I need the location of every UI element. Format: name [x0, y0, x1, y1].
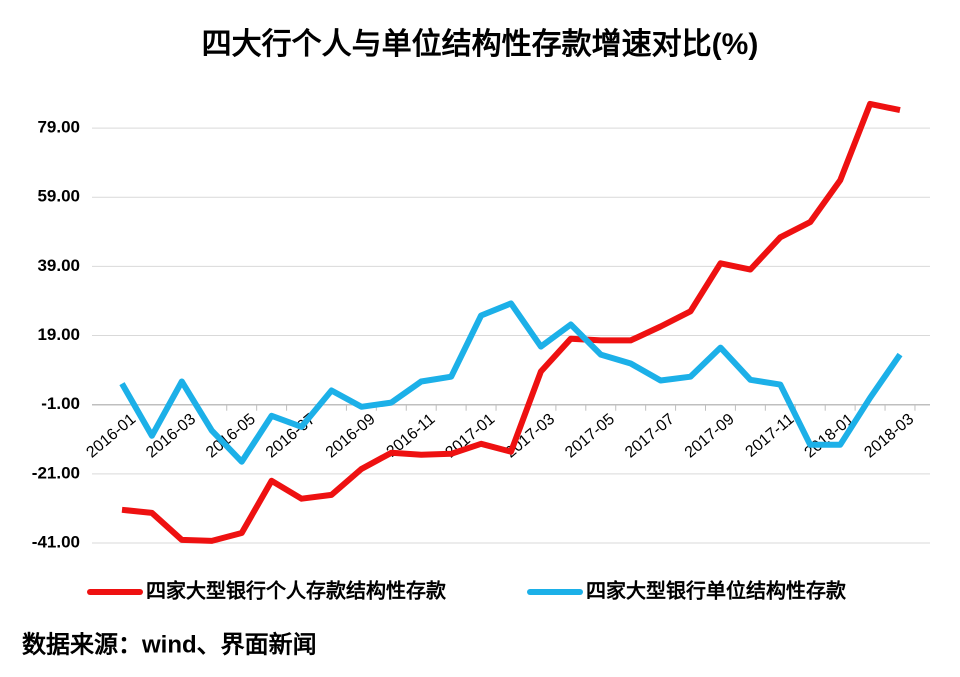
y-tick-label: 79.00 [37, 118, 80, 137]
x-tick-label: 2017-11 [743, 411, 798, 461]
x-tick-label: 2017-05 [562, 411, 618, 462]
series-line [121, 100, 901, 544]
y-tick-label: -21.00 [32, 463, 80, 482]
chart-title: 四大行个人与单位结构性存款增速对比(%) [202, 27, 759, 61]
x-tick-label: 2016-09 [323, 411, 379, 462]
y-tick-label: -41.00 [32, 532, 80, 551]
x-tick-label: 2016-01 [83, 411, 139, 462]
x-tick-label: 2018-03 [861, 411, 917, 462]
legend-label: 四家大型银行个人存款结构性存款 [146, 578, 447, 602]
y-tick-label: 59.00 [37, 187, 80, 206]
x-tick-label: 2017-09 [682, 411, 738, 462]
x-tick-label: 2017-07 [622, 411, 678, 462]
series-line [119, 300, 903, 465]
legend-label: 四家大型银行单位结构性存款 [586, 578, 847, 602]
y-tick-label: 19.00 [37, 325, 80, 344]
source-note: 数据来源：wind、界面新闻 [22, 630, 317, 658]
y-tick-label: -1.00 [41, 394, 80, 413]
y-tick-label: 39.00 [37, 256, 80, 275]
